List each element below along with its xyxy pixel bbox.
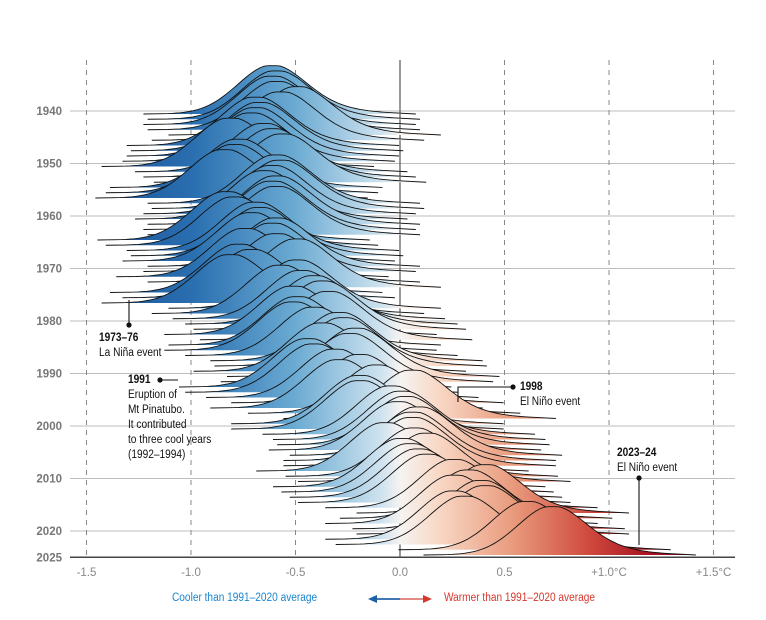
leader-1998: [457, 386, 513, 402]
y-tick-label: 1960: [36, 211, 62, 223]
ridge-fill-1963: [147, 186, 420, 235]
ridge-2002: [272, 390, 546, 440]
annotation-leaders: [126, 300, 642, 603]
annotation-text: to three cool years: [128, 434, 212, 446]
x-tick-label: -1.0: [181, 567, 201, 579]
ridge-2024: [423, 506, 696, 556]
x-tick-label: +1.0°C: [591, 567, 627, 579]
x-tick-label: +1.5°C: [696, 567, 732, 579]
ridge-1940: [143, 65, 416, 115]
annotation-text: La Niña event: [99, 347, 162, 359]
annotation-text: It contributed: [128, 419, 187, 431]
annotation-1973-76: 1973–76 La Niña event: [99, 331, 161, 361]
ridge-fill-2022: [335, 496, 609, 545]
annotation-1991: 1991 Eruption of Mt Pinatubo. It contrib…: [128, 373, 211, 463]
legend-cool: Cooler than 1991–2020 average: [172, 592, 318, 604]
ridge-2003: [277, 395, 550, 446]
ridge-2001: [262, 385, 535, 435]
annotation-title: 1973–76: [99, 332, 139, 344]
y-tick-label: 1940: [36, 106, 62, 118]
annotation-title: 1998: [520, 381, 543, 393]
arrow-right-icon: [423, 595, 432, 603]
arrow-left-icon: [368, 595, 377, 603]
annotation-text: Mt Pinatubo.: [128, 404, 185, 416]
leader-dot: [157, 377, 163, 383]
x-tick-label: 0.5: [497, 567, 513, 579]
ridge-1951: [135, 122, 408, 173]
ridge-1979: [172, 269, 446, 320]
annotation-2023-24: 2023–24 El Niño event: [617, 446, 677, 476]
annotation-title: 1991: [128, 374, 151, 386]
ridge-fill-1976: [101, 254, 375, 303]
legend-warm: Warmer than 1991–2020 average: [444, 592, 595, 604]
y-tick-label: 1990: [36, 369, 62, 381]
x-tick-label: 0.0: [392, 567, 408, 579]
y-tick-label: 1970: [36, 264, 62, 276]
y-tick-label: 2010: [36, 474, 62, 486]
ridge-fill-2024: [423, 506, 696, 555]
leader-dot: [126, 322, 132, 328]
ridge-1946: [126, 96, 400, 146]
ridge-1942: [143, 75, 416, 125]
annotation-text: El Niño event: [617, 462, 678, 474]
y-tick-label: 1950: [36, 159, 62, 171]
ridge-fill-1998: [283, 370, 556, 419]
y-tick-label: 2000: [36, 421, 62, 433]
annotation-1998: 1998 El Niño event: [520, 380, 580, 410]
y-tick-label: 1980: [36, 316, 62, 328]
ridge-1966: [126, 201, 400, 251]
y-tick-label: 2025: [36, 552, 62, 564]
ridge-1967: [130, 206, 404, 257]
ridge-1987: [210, 311, 483, 362]
ridge-1941: [147, 70, 421, 120]
x-tick-label: -0.5: [286, 567, 306, 579]
ridges: [95, 65, 696, 556]
annotation-title: 2023–24: [617, 447, 657, 459]
annotation-text: Eruption of: [128, 389, 177, 401]
leader-dot: [636, 475, 642, 481]
y-tick-label: 2020: [36, 526, 62, 538]
x-tick-label: -1.5: [77, 567, 97, 579]
leader-dot: [510, 384, 516, 390]
ridge-1957: [147, 154, 421, 204]
annotation-text: El Niño event: [520, 396, 581, 408]
annotation-text: (1992–1994): [128, 449, 186, 461]
ridge-fill-1956: [95, 149, 368, 198]
axes: -1.5 -1.0 -0.5 0.0 0.5 +1.0°C +1.5°C: [77, 567, 732, 579]
